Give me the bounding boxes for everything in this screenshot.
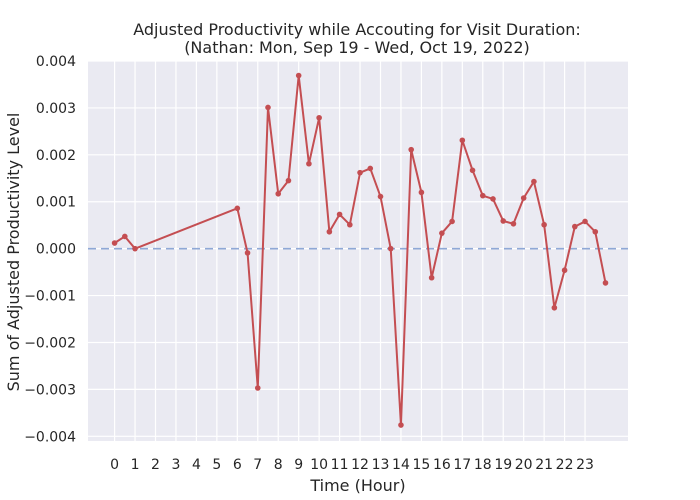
data-point	[572, 223, 578, 230]
data-point	[428, 274, 435, 281]
x-tick-label: 12	[351, 457, 369, 473]
x-tick-label: 18	[474, 457, 492, 473]
data-point	[531, 178, 537, 185]
data-point	[357, 169, 363, 176]
data-point	[306, 160, 312, 167]
x-tick-label: 2	[151, 457, 160, 473]
data-point	[541, 221, 547, 228]
data-point	[234, 205, 241, 212]
x-tick-label: 5	[212, 457, 221, 473]
y-tick-label: 0.003	[36, 101, 76, 117]
y-tick-label: 0.004	[36, 54, 76, 70]
x-tick-label: 17	[453, 457, 471, 473]
data-point	[367, 165, 374, 172]
plot-area	[88, 61, 628, 441]
y-gridlines	[88, 60, 628, 437]
data-point	[295, 72, 302, 79]
x-tick-label: 23	[576, 457, 594, 473]
data-point	[551, 304, 558, 311]
data-point	[377, 193, 384, 200]
y-tick-label: 0.000	[36, 242, 76, 258]
y-tick-label: −0.001	[24, 289, 76, 305]
data-point	[316, 114, 322, 121]
x-tick-label: 7	[253, 457, 262, 473]
data-point	[111, 240, 118, 246]
data-point	[347, 221, 353, 228]
data-point	[561, 267, 568, 274]
y-tick-label: −0.004	[24, 429, 76, 445]
data-point	[449, 218, 455, 225]
data-point	[244, 250, 251, 256]
x-tick-label: 15	[412, 457, 430, 473]
x-tick-label: 20	[515, 457, 533, 473]
data-points	[111, 72, 609, 428]
x-tick-label: 10	[310, 457, 328, 473]
data-point	[122, 233, 128, 240]
data-point	[254, 385, 261, 391]
data-point	[592, 228, 599, 235]
x-tick-label: 6	[233, 457, 242, 473]
y-tick-label: −0.003	[24, 382, 76, 398]
data-point	[326, 228, 333, 235]
data-point	[408, 146, 414, 153]
data-point	[265, 104, 271, 111]
data-point	[439, 230, 445, 236]
data-point	[490, 196, 496, 202]
x-tick-labels: 0 1 2 3 4 5 6 7 8 9 10 11 12 13 14 15 16 17 18 19 20 21 22 23	[110, 457, 594, 473]
series	[114, 74, 607, 427]
x-gridlines	[113, 61, 586, 441]
y-tick-label: −0.002	[24, 335, 76, 351]
x-tick-label: 19	[494, 457, 512, 473]
data-point	[285, 177, 292, 184]
data-point	[336, 211, 343, 218]
data-point	[387, 245, 394, 252]
x-tick-label: 3	[171, 457, 180, 473]
x-tick-label: 0	[110, 457, 119, 473]
x-axis-label: Time (Hour)	[309, 476, 405, 495]
data-point	[500, 218, 507, 224]
x-tick-label: 1	[131, 457, 140, 473]
data-point	[520, 195, 527, 201]
data-point	[459, 137, 466, 144]
y-tick-labels: 0.004 0.003 0.002 0.001 0.000 −0.001 −0.002 −0.…	[24, 54, 76, 445]
x-tick-label: 4	[192, 457, 201, 473]
data-point	[418, 189, 425, 196]
x-tick-label: 9	[294, 457, 303, 473]
x-tick-label: 21	[535, 457, 553, 473]
chart-subtitle: (Nathan: Mon, Sep 19 - Wed, Oct 19, 2022…	[184, 38, 530, 57]
x-tick-label: 13	[372, 457, 390, 473]
data-point	[132, 245, 138, 252]
data-point	[479, 192, 486, 199]
x-tick-label: 22	[556, 457, 574, 473]
x-tick-label: 11	[331, 457, 349, 473]
y-tick-label: 0.001	[36, 195, 76, 211]
data-point	[602, 280, 609, 286]
chart-title: Adjusted Productivity while Accouting fo…	[133, 20, 581, 39]
y-axis-label: Sum of Adjusted Productivity Level	[4, 113, 23, 392]
data-point	[275, 190, 282, 197]
data-point	[582, 218, 588, 225]
data-point	[510, 220, 517, 227]
series-line	[114, 74, 607, 427]
x-tick-label: 14	[392, 457, 410, 473]
data-point	[469, 167, 476, 174]
x-tick-label: 16	[433, 457, 451, 473]
x-tick-label: 8	[274, 457, 283, 473]
y-tick-label: 0.002	[36, 148, 76, 164]
data-point	[398, 422, 404, 428]
